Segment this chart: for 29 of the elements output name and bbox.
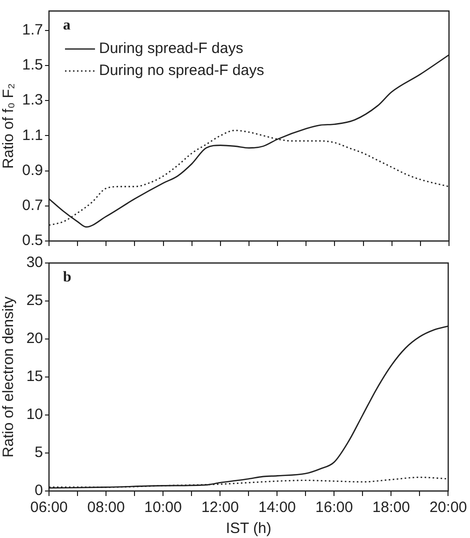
x-tick-label: 20:00 bbox=[429, 499, 468, 516]
y-tick-label: 1.5 bbox=[22, 56, 43, 74]
y-tick-label: 0 bbox=[34, 482, 43, 500]
y-tick-label: 20 bbox=[26, 330, 43, 348]
x-axis-title: IST (h) bbox=[226, 520, 272, 538]
y-tick-label: 0.5 bbox=[22, 232, 43, 250]
y-tick-label: 30 bbox=[26, 254, 43, 272]
x-tick-label: 10:00 bbox=[144, 499, 182, 516]
y-axis-title: Ratio of electron density bbox=[0, 296, 18, 458]
y-tick-label: 1.3 bbox=[22, 92, 43, 109]
x-tick-label: 14:00 bbox=[258, 499, 296, 516]
y-tick-label: 1.1 bbox=[22, 126, 43, 144]
x-tick-label: 08:00 bbox=[87, 499, 125, 516]
x-tick-label: 16:00 bbox=[315, 499, 353, 516]
x-tick-label: 12:00 bbox=[201, 499, 239, 516]
y-tick-label: 25 bbox=[26, 292, 43, 310]
y-tick-label: 0.9 bbox=[22, 162, 43, 179]
x-tick-label: 18:00 bbox=[372, 499, 410, 516]
y-tick-label: 10 bbox=[26, 406, 43, 424]
legend-label: During no spread-F days bbox=[99, 62, 264, 80]
y-tick-label: 1.7 bbox=[22, 21, 43, 38]
x-tick-label: 06:00 bbox=[30, 499, 68, 516]
legend-label: During spread-F days bbox=[99, 40, 244, 58]
annotation: b bbox=[63, 269, 72, 286]
y-axis-title: Ratio of f₀ F₂ bbox=[0, 83, 18, 169]
y-tick-label: 5 bbox=[34, 444, 43, 462]
annotation: a bbox=[63, 17, 71, 34]
y-tick-label: 0.7 bbox=[22, 197, 43, 214]
y-tick-label: 15 bbox=[26, 368, 43, 386]
